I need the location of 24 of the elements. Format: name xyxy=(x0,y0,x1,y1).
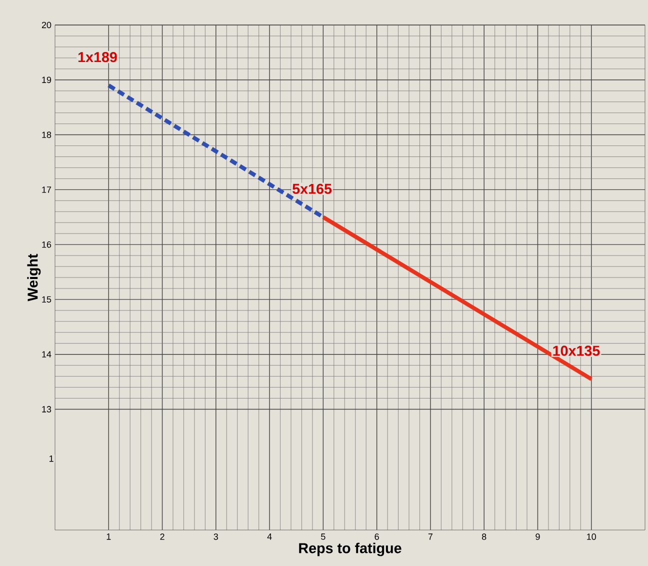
y-tick-label: 20 xyxy=(42,22,52,28)
y-axis-title: Weight xyxy=(27,254,41,302)
x-tick-label: 9 xyxy=(536,534,540,540)
x-tick-label: 7 xyxy=(428,534,432,540)
x-tick-label: 1 xyxy=(106,534,111,540)
x-tick-label: 10 xyxy=(587,534,596,540)
text: 1 xyxy=(50,456,54,462)
y-tick-label: 14 xyxy=(42,351,52,358)
y-tick-label: 13 xyxy=(42,406,52,412)
x-axis-title: Reps to fatigue xyxy=(299,542,402,556)
annotation: 5x165 xyxy=(292,184,332,194)
y-tick-label: 17 xyxy=(42,186,52,193)
x-tick-label: 2 xyxy=(160,534,164,540)
x-tick-label: 5 xyxy=(321,534,326,540)
annotation: 1x189 xyxy=(78,52,117,62)
y-tick-label: 16 xyxy=(42,241,52,248)
annotation: 10x135 xyxy=(553,346,600,356)
y-tick-label: 15 xyxy=(42,296,52,303)
x-tick-label: 4 xyxy=(267,534,272,540)
y-tick-label: 19 xyxy=(42,76,52,84)
x-tick-label: 8 xyxy=(482,534,486,540)
y-tick-label: 18 xyxy=(42,132,52,138)
x-tick-label: 3 xyxy=(214,534,218,540)
x-tick-label: 6 xyxy=(374,534,379,540)
